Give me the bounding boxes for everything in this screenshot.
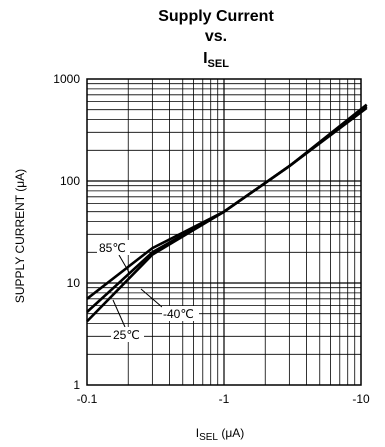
plot-frame: [86, 78, 362, 386]
y-axis-label: SUPPLY CURRENT (μA): [13, 169, 27, 303]
annotation-bg-85c: [97, 240, 130, 255]
x-tick-label: -10: [352, 392, 370, 406]
chart-title-var-sub: SEL: [208, 58, 230, 70]
chart-title-line-1: Supply Current: [158, 8, 274, 25]
annotation-bg-25c: [111, 327, 144, 342]
annotation-leader-minus40c: [140, 288, 163, 308]
annotation-bg-minus40c: [162, 306, 199, 321]
x-axis-label: ISEL (μA): [196, 426, 245, 443]
x-tick-label: -1: [219, 392, 230, 406]
y-tick-label: 100: [60, 174, 80, 188]
y-tick-label: 10: [67, 276, 81, 290]
tick-labels: -0.1 -1 -10 1 10 100 1000: [53, 72, 370, 406]
chart-title-line-3: ISEL: [203, 50, 229, 70]
chart-title-var: I: [203, 50, 207, 67]
x-axis-label-unit: (μA): [218, 426, 244, 440]
annotation-leader-25c: [112, 299, 126, 328]
annotation-leader-85c: [118, 254, 131, 275]
annotation-85c: 85℃: [99, 241, 126, 255]
annotation-minus40c: -40℃: [163, 307, 194, 321]
series-line-2: [86, 103, 368, 323]
x-axis-label-sub: SEL: [199, 432, 218, 443]
chart-title-line-2: vs.: [205, 28, 227, 45]
x-axis-label-main: I: [196, 426, 199, 440]
y-tick-label: 1000: [53, 72, 80, 86]
plot-area: [86, 78, 368, 386]
y-tick-label: 1: [73, 378, 80, 392]
annotation-25c: 25℃: [113, 328, 140, 342]
x-tick-label: -0.1: [77, 392, 98, 406]
